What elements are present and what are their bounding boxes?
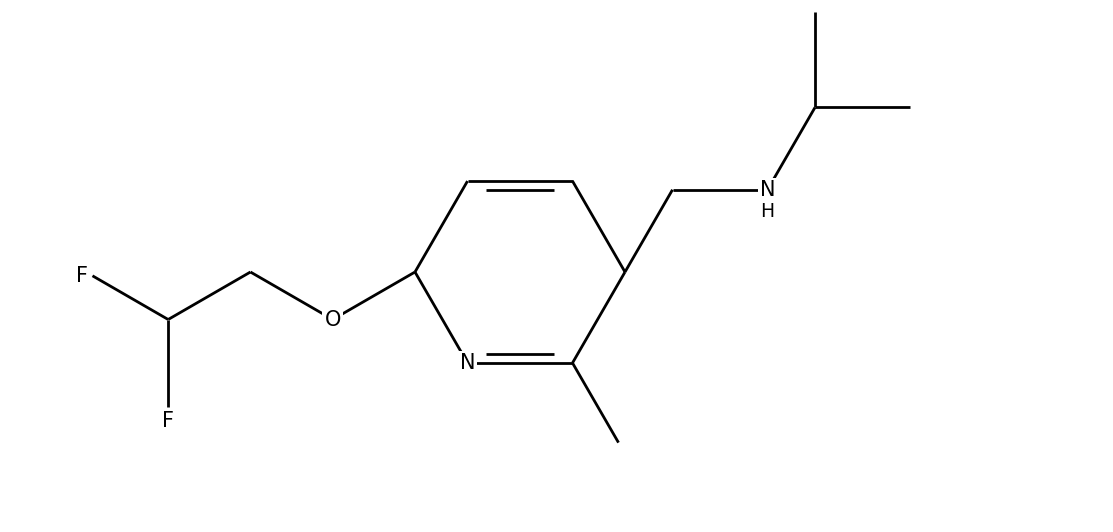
Text: F: F — [77, 266, 89, 286]
Text: N: N — [760, 180, 776, 200]
Text: O: O — [325, 310, 341, 329]
Text: F: F — [162, 411, 174, 431]
Text: H: H — [760, 202, 775, 221]
Text: N: N — [460, 353, 475, 373]
